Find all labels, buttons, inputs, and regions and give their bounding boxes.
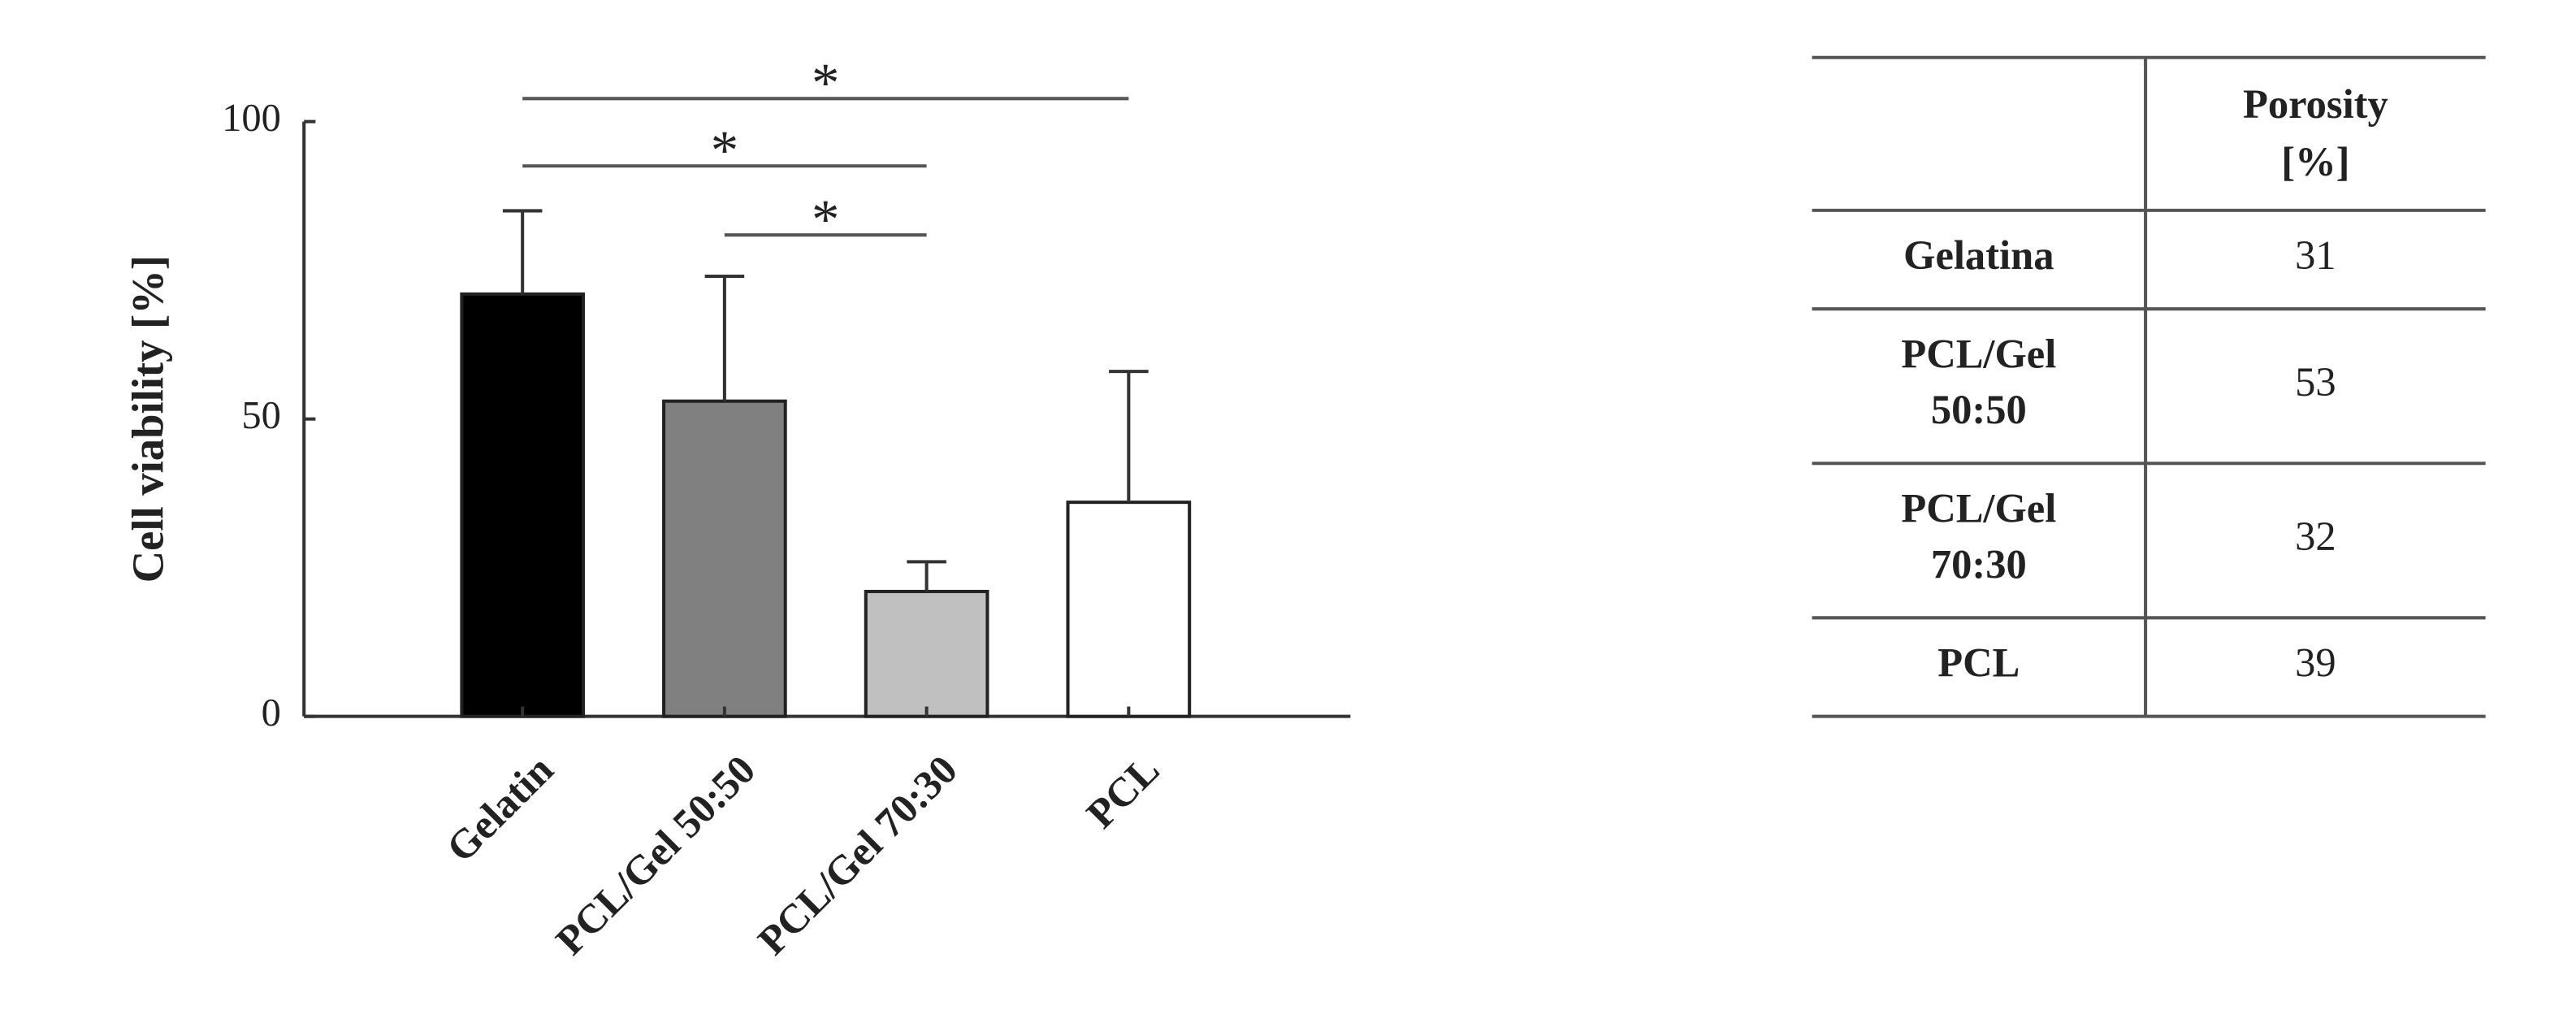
porosity-value: 53: [2295, 359, 2336, 405]
row-label: 50:50: [1931, 387, 2027, 432]
y-tick-label: 50: [241, 394, 281, 437]
row-label: Gelatina: [1903, 232, 2054, 278]
row-label: PCL: [1937, 640, 2020, 686]
row-label: PCL/Gel: [1901, 331, 2056, 376]
x-tick-label: Gelatin: [438, 747, 562, 871]
row-label: 70:30: [1931, 541, 2027, 587]
porosity-value: 32: [2295, 514, 2336, 559]
table-header: [%]: [2281, 139, 2349, 184]
porosity-value: 39: [2295, 640, 2336, 686]
table-header: Porosity: [2243, 81, 2388, 127]
significance-mark: *: [711, 119, 738, 181]
x-tick-label: PCL/Gel 70:30: [749, 747, 966, 964]
bar: [1066, 501, 1192, 718]
bar: [864, 589, 989, 718]
bar: [460, 292, 586, 718]
x-tick-label: PCL/Gel 50:50: [547, 747, 764, 964]
bar: [662, 399, 787, 718]
significance-mark: *: [812, 52, 839, 114]
row-label: PCL/Gel: [1901, 486, 2056, 531]
x-tick-label: PCL: [1078, 747, 1168, 837]
significance-mark: *: [812, 189, 839, 250]
porosity-value: 31: [2295, 232, 2336, 278]
y-axis-label: Cell viability [%]: [123, 255, 173, 583]
y-tick-label: 100: [222, 97, 281, 140]
y-tick-label: 0: [262, 691, 281, 735]
